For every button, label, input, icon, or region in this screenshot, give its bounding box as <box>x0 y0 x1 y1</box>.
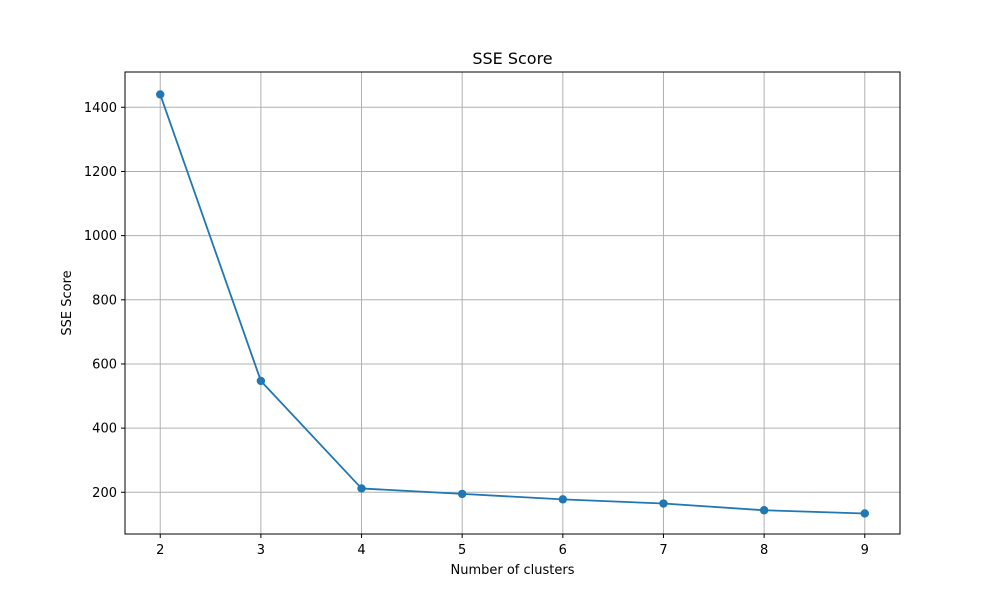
data-point <box>759 506 769 515</box>
x-tick-label: 6 <box>559 543 567 558</box>
grid <box>125 72 900 534</box>
data-point <box>659 499 668 508</box>
data-point <box>256 376 266 386</box>
y-tick-label: 200 <box>92 486 117 501</box>
chart-title: SSE Score <box>472 49 552 68</box>
y-axis-ticks: 200 400 600 800 1000 1200 1400 <box>84 101 125 501</box>
y-axis-label: SSE Score <box>60 270 75 335</box>
x-tick-label: 8 <box>760 543 768 558</box>
series-line <box>159 94 865 515</box>
x-tick-label: 4 <box>357 543 365 558</box>
data-point <box>860 509 869 518</box>
y-tick-label: 1200 <box>84 165 117 180</box>
y-tick-label: 1400 <box>84 101 117 116</box>
x-tick-label: 7 <box>659 543 667 558</box>
y-tick-label: 1000 <box>84 229 117 244</box>
data-point <box>558 495 568 504</box>
y-tick-label: 600 <box>92 357 117 372</box>
x-axis-label: Number of clusters <box>450 563 574 578</box>
x-tick-label: 2 <box>156 543 164 558</box>
data-point <box>357 484 366 493</box>
x-tick-label: 5 <box>458 543 466 558</box>
series-layer <box>156 90 869 518</box>
data-point <box>156 90 165 99</box>
data-point <box>457 489 467 499</box>
y-tick-label: 800 <box>92 293 117 308</box>
plot-area-frame <box>124 71 901 535</box>
x-tick-label: 9 <box>861 543 869 558</box>
y-tick-label: 400 <box>92 422 117 437</box>
x-tick-label: 3 <box>257 543 265 558</box>
x-axis-ticks: 2 3 4 5 6 7 8 9 <box>156 534 869 558</box>
